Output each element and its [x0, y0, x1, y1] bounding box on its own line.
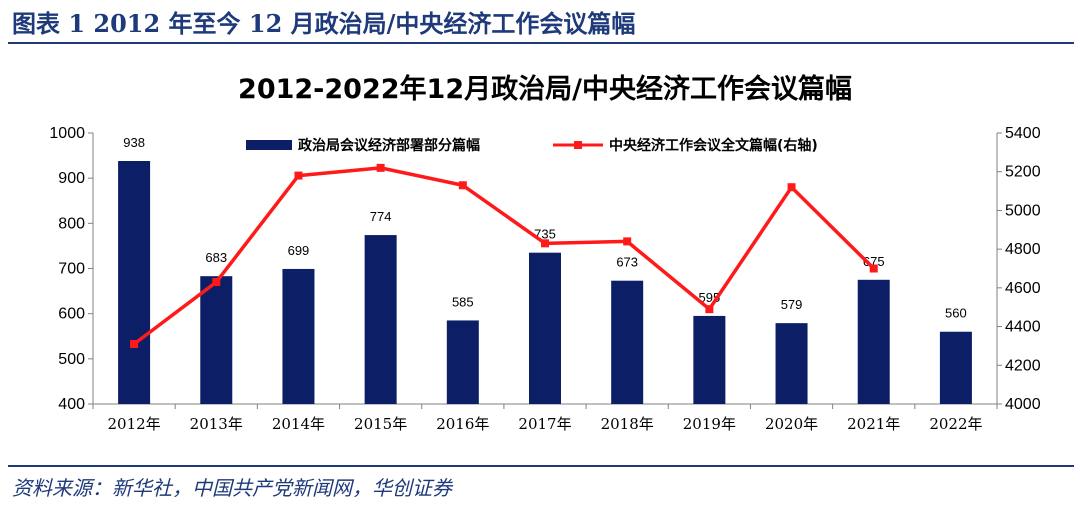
bar: [693, 315, 726, 404]
line-point: [212, 278, 221, 287]
x-tick-label: 2013年: [190, 415, 243, 433]
bar-value-label: 938: [123, 135, 145, 150]
y-left-tick-label: 900: [58, 170, 85, 187]
bar: [282, 268, 315, 404]
legend: 政治局会议经济部署部分篇幅 中央经济工作会议全文篇幅(右轴): [246, 137, 818, 154]
x-tick-label: 2016年: [436, 415, 489, 433]
chart-axes: 400 500 600 700 800 900 1000 4000 4200 4400 4600 48…: [49, 125, 1040, 433]
bar: [939, 331, 972, 404]
y-right-tick-label: 5400: [1005, 125, 1041, 142]
bar-value-label: 774: [370, 209, 392, 224]
line-point: [705, 305, 714, 314]
x-tick-label: 2014年: [272, 415, 325, 433]
bar-value-label: 579: [781, 297, 803, 312]
line-point: [869, 264, 878, 273]
line-point: [130, 339, 139, 348]
bar-value-label: 699: [288, 243, 310, 258]
legend-bar-label: 政治局会议经济部署部分篇幅: [298, 137, 480, 154]
bar: [118, 161, 151, 404]
legend-line-label: 中央经济工作会议全文篇幅(右轴): [609, 137, 818, 154]
y-left-tick-label: 700: [58, 261, 85, 278]
y-right-tick-label: 4800: [1005, 241, 1041, 258]
y-right-tick-label: 4600: [1005, 280, 1041, 297]
line-point: [787, 183, 796, 192]
bar: [200, 276, 233, 404]
y-left-tick-label: 1000: [49, 125, 85, 142]
legend-line-marker: [574, 141, 582, 149]
y-left-tick-label: 400: [58, 396, 85, 413]
legend-bar-swatch: [246, 140, 292, 150]
line-series: [130, 163, 878, 348]
line-point: [376, 163, 385, 172]
bar-value-label: 683: [205, 250, 227, 265]
bar: [611, 280, 644, 404]
y-right-tick-label: 4200: [1005, 357, 1041, 374]
y-right-tick-label: 5200: [1005, 164, 1041, 181]
x-tick-label: 2012年: [107, 415, 160, 433]
y-right-tick-label: 4000: [1005, 396, 1041, 413]
bar-value-label: 560: [945, 306, 967, 321]
x-tick-label: 2017年: [518, 415, 571, 433]
y-left-tick-label: 800: [58, 215, 85, 232]
bar-value-label: 673: [616, 255, 638, 270]
x-tick-label: 2015年: [354, 415, 407, 433]
y-right-tick-label: 5000: [1005, 202, 1041, 219]
x-tick-label: 2018年: [601, 415, 654, 433]
x-tick-label: 2020年: [765, 415, 818, 433]
figure-title: 图表 1 2012 年至今 12 月政治局/中央经济工作会议篇幅: [12, 9, 636, 38]
chart-title: 2012-2022年12月政治局/中央经济工作会议篇幅: [238, 73, 852, 105]
bar: [775, 323, 808, 404]
y-left-tick-label: 500: [58, 351, 85, 368]
y-left-tick-label: 600: [58, 306, 85, 323]
line-path: [133, 166, 875, 346]
bottom-rule: [8, 465, 1074, 467]
line-point: [294, 171, 303, 180]
bar: [364, 235, 397, 404]
bar: [857, 279, 890, 404]
bar: [529, 252, 561, 404]
line-point: [541, 239, 549, 248]
bar-series: [118, 161, 972, 404]
x-tick-label: 2021年: [847, 415, 900, 433]
bar-value-label: 585: [452, 294, 474, 309]
line-point: [458, 181, 467, 190]
top-rule: [8, 42, 1074, 44]
bar: [446, 320, 479, 404]
y-right-tick-label: 4400: [1005, 319, 1041, 336]
source-note: 资料来源：新华社，中国共产党新闻网，华创证券: [12, 476, 452, 500]
x-tick-label: 2022年: [929, 415, 982, 433]
line-point: [623, 237, 632, 246]
x-tick-label: 2019年: [683, 415, 736, 433]
